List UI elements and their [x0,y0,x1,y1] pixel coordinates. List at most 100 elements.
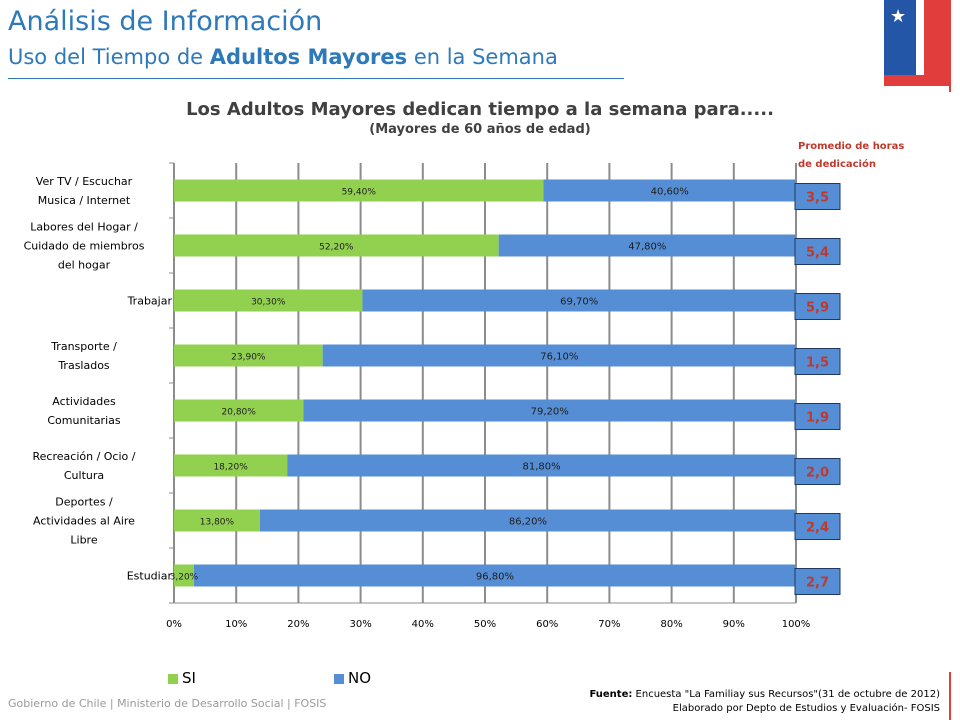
source-label: Fuente: [589,689,633,700]
legend-si: SI [168,669,196,687]
bar-si [174,234,499,257]
category-label: Actividades al Aire [33,515,135,528]
category-label: Comunitarias [47,414,120,427]
category-label: Cultura [64,469,104,482]
hours-value: 2,4 [806,521,829,536]
data-label-si: 18,20% [213,463,248,473]
subtitle-prefix: Uso del Tiempo de [8,45,210,69]
chart-title: Los Adultos Mayores dedican tiempo a la … [186,99,774,120]
data-label-no: 81,80% [523,462,561,473]
data-label-si: 52,20% [319,243,354,253]
page-title: Análisis de Información [8,6,323,37]
category-label: Traslados [57,359,110,372]
data-label-si: 59,40% [342,188,377,198]
x-tick-label: 60% [536,619,558,630]
hours-value: 5,9 [806,301,829,316]
bar-no [322,344,796,367]
bar-si [174,289,363,312]
bar-si [174,179,544,202]
data-label-si: 20,80% [222,408,257,418]
chile-flag-logo: ★ [884,0,949,88]
hours-value: 1,5 [806,356,829,371]
x-tick-label: 70% [598,619,620,630]
data-label-no: 96,80% [476,572,514,583]
hours-value: 3,5 [806,191,829,206]
hours-header-line1: Promedio de horas [798,141,905,152]
x-tick-label: 30% [349,619,371,630]
data-label-si: 30,30% [251,298,286,308]
bar-si [174,399,304,422]
page-subtitle: Uso del Tiempo de Adultos Mayores en la … [8,45,558,69]
hours-value: 1,9 [806,411,829,426]
bar-no [498,234,796,257]
side-accent-line [949,0,951,92]
elaborated-text: Elaborado por Depto de Estudios y Evalua… [672,703,940,714]
data-label-si: 23,90% [231,353,266,363]
bar-no [362,289,796,312]
data-label-no: 76,10% [540,352,578,363]
hours-box [794,568,841,595]
category-label: Libre [70,534,97,547]
data-label-si: 3,20% [170,573,199,583]
hours-box [794,403,841,430]
bar-si [174,509,260,532]
bar-si [174,564,194,587]
hours-box [794,458,841,485]
footer-source: Fuente: Encuesta "La Familiay sus Recurs… [589,688,940,716]
category-label: Ver TV / Escuchar [36,175,133,188]
category-label: del hogar [58,259,111,272]
footer-left: Gobierno de Chile | Ministerio de Desarr… [8,697,327,710]
category-label: Cuidado de miembros [24,240,145,253]
category-label: Recreación / Ocio / [33,450,136,463]
side-accent-line-bottom [949,672,951,720]
x-tick-label: 0% [166,619,182,630]
legend-si-label: SI [182,669,196,687]
x-tick-label: 100% [782,619,811,630]
hours-box [794,238,841,265]
stacked-bar-chart: 0% 10% 20% 30% 40% 50% 60% 70% 80% 90% 100% Ver TV … [24,162,841,630]
legend-no: NO [334,669,371,687]
hours-value: 2,0 [806,466,829,481]
legend-no-label: NO [348,669,372,687]
category-label: Trabajar [127,295,173,308]
data-label-no: 79,20% [531,407,569,418]
x-tick-label: 90% [723,619,745,630]
bar-no [543,179,796,202]
data-label-si: 13,80% [200,518,235,528]
data-label-no: 40,60% [651,187,689,198]
category-label: Labores del Hogar / [30,221,138,234]
data-label-no: 69,70% [560,297,598,308]
legend-no-swatch [334,673,344,684]
source-text: Encuesta "La Familiay sus Recursos"(31 d… [632,689,940,700]
subtitle-suffix: en la Semana [407,45,558,69]
bar-no [287,454,796,477]
category-label: Estudiar [127,570,173,583]
legend-si-swatch [168,673,178,684]
x-tick-label: 80% [660,619,682,630]
bar-si [174,344,323,367]
x-tick-label: 50% [474,619,496,630]
bar-no [193,564,797,587]
title-divider [8,78,624,79]
category-label: Transporte / [50,340,117,353]
hours-header: Promedio de horas de dedicación [798,138,928,174]
data-label-no: 47,80% [628,242,666,253]
bar-no [259,509,796,532]
hours-box [794,293,841,320]
bar-si [174,454,288,477]
bar-no [303,399,796,422]
hours-box [794,183,841,210]
category-label: Musica / Internet [38,194,131,207]
subtitle-bold: Adultos Mayores [209,45,408,69]
category-label: Actividades [52,395,116,408]
category-label: Deportes / [55,496,113,509]
chart-subtitle: (Mayores de 60 años de edad) [369,122,591,137]
hours-value: 2,7 [806,576,829,591]
data-label-no: 86,20% [509,517,547,528]
hours-box [794,348,841,375]
hours-box [794,513,841,540]
x-tick-label: 10% [225,619,247,630]
hours-header-line2: de dedicación [798,159,876,170]
x-tick-label: 40% [412,619,434,630]
x-tick-label: 20% [287,619,309,630]
